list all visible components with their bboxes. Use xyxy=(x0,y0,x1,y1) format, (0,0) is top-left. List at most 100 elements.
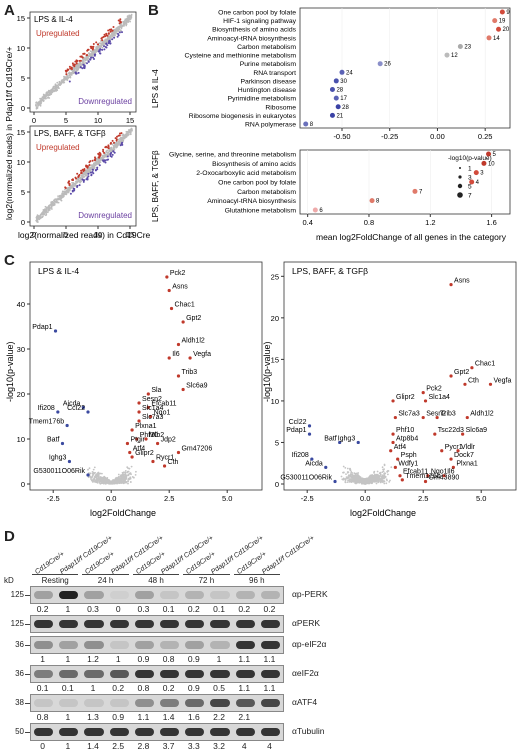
blot-band xyxy=(134,591,154,599)
gene-highlight xyxy=(167,288,171,293)
quant-value: 0.3 xyxy=(87,604,99,614)
gene-point xyxy=(52,201,55,204)
gene-label: Nqo1 xyxy=(154,410,171,417)
blot-band xyxy=(235,699,255,707)
gene-point xyxy=(93,476,96,478)
gene-point xyxy=(127,474,130,477)
gene-point xyxy=(88,169,91,172)
upregulated-point xyxy=(85,165,88,168)
gene-point xyxy=(375,479,377,482)
gene-point xyxy=(79,179,81,182)
gene-label: Atp8b4 xyxy=(396,435,418,442)
downregulated-point xyxy=(107,158,110,161)
blot-band xyxy=(109,620,129,628)
upregulated-point xyxy=(83,168,86,170)
gene-label: Asns xyxy=(172,284,188,291)
gene-point xyxy=(56,84,59,87)
gene-point xyxy=(48,204,50,207)
quant-value: 1.6 xyxy=(187,712,200,722)
blot-band xyxy=(34,728,54,736)
panel-letter-d: D xyxy=(4,528,15,545)
gene-highlight xyxy=(423,399,428,403)
antibody-label: αATF4 xyxy=(292,697,318,707)
gene-point xyxy=(116,146,118,148)
gene-highlight xyxy=(393,415,397,420)
gene-highlight xyxy=(324,465,328,469)
quant-value: 1.1 xyxy=(238,654,251,664)
gene-point xyxy=(95,46,97,48)
gene-point xyxy=(49,91,52,94)
category-label: RNA polymerase xyxy=(245,122,296,129)
gene-point xyxy=(42,97,45,100)
gene-point xyxy=(85,56,88,59)
gene-label: Tmem176b xyxy=(29,419,65,426)
upregulated-point xyxy=(95,41,98,44)
gene-point xyxy=(92,471,95,474)
gene-highlight xyxy=(86,410,90,414)
gene-point xyxy=(72,184,75,187)
quant-value: 1 xyxy=(65,712,71,722)
x-tick-label: 0.0 xyxy=(106,494,116,503)
downregulated-point xyxy=(111,153,114,156)
downregulated-point xyxy=(71,189,74,192)
legend-label: 5 xyxy=(468,184,472,191)
gene-point xyxy=(376,470,379,473)
gene-point xyxy=(121,479,124,481)
downregulated-point xyxy=(89,171,92,174)
gene-point xyxy=(126,471,129,474)
gene-point xyxy=(125,21,128,24)
upregulated-point xyxy=(112,26,115,28)
gene-point xyxy=(84,59,87,62)
quant-value: 0.1 xyxy=(213,604,225,614)
gene-point xyxy=(120,26,123,29)
gene-label: Ccl22 xyxy=(67,405,85,412)
blot-band xyxy=(109,699,129,707)
gene-count-label: 9 xyxy=(506,10,510,16)
category-label: Biosynthesis of amino acids xyxy=(212,161,296,168)
category-label: One carbon pool by folate xyxy=(218,180,296,187)
downregulated-point xyxy=(104,161,107,164)
gene-point xyxy=(54,198,57,201)
gene-point xyxy=(117,29,120,31)
downregulated-point xyxy=(99,48,102,51)
quant-value: 1 xyxy=(65,741,71,751)
gene-point xyxy=(77,67,80,70)
gene-point xyxy=(124,470,127,472)
gene-label: Gpt2 xyxy=(454,369,469,376)
gene-highlight xyxy=(146,392,150,396)
gene-point xyxy=(75,68,78,71)
panel-b-top-plot: -0.50 -0.25 0.00 0.25 One carbon pool by fol… xyxy=(151,7,511,141)
gene-point xyxy=(47,207,50,210)
gene-point xyxy=(45,214,47,217)
gene-point xyxy=(54,87,57,90)
gene-point xyxy=(373,478,375,481)
downregulated-point xyxy=(85,178,88,181)
y-tick-label: 25 xyxy=(271,272,279,281)
gene-highlight xyxy=(435,415,439,420)
upregulated-point xyxy=(68,182,71,185)
gene-point xyxy=(94,48,97,51)
gene-point xyxy=(101,46,104,49)
gene-label: Wdfy1 xyxy=(398,460,418,467)
upregulated-point xyxy=(97,156,100,159)
gene-label: Slc6a9 xyxy=(186,383,208,390)
kd-tick xyxy=(25,674,30,675)
gene-highlight xyxy=(125,441,130,446)
downregulated-point xyxy=(103,45,105,48)
gene-point xyxy=(135,470,137,473)
gene-point xyxy=(364,478,367,480)
category-label: One carbon pool by folate xyxy=(218,10,296,17)
gene-point xyxy=(57,201,60,204)
blot-image xyxy=(30,723,284,741)
category-point xyxy=(329,87,335,93)
gene-label: Pdap1 xyxy=(32,324,52,331)
plot-condition: LPS, BAFF, & TGFβ xyxy=(292,266,368,276)
gene-point xyxy=(350,476,353,479)
downregulated-point xyxy=(121,31,123,34)
gene-point xyxy=(92,481,94,483)
gene-point xyxy=(115,479,117,482)
gene-point xyxy=(130,129,132,131)
quant-value: 2.5 xyxy=(112,741,125,751)
plot-frame xyxy=(283,261,517,491)
gene-label: Ifi208 xyxy=(292,452,309,459)
